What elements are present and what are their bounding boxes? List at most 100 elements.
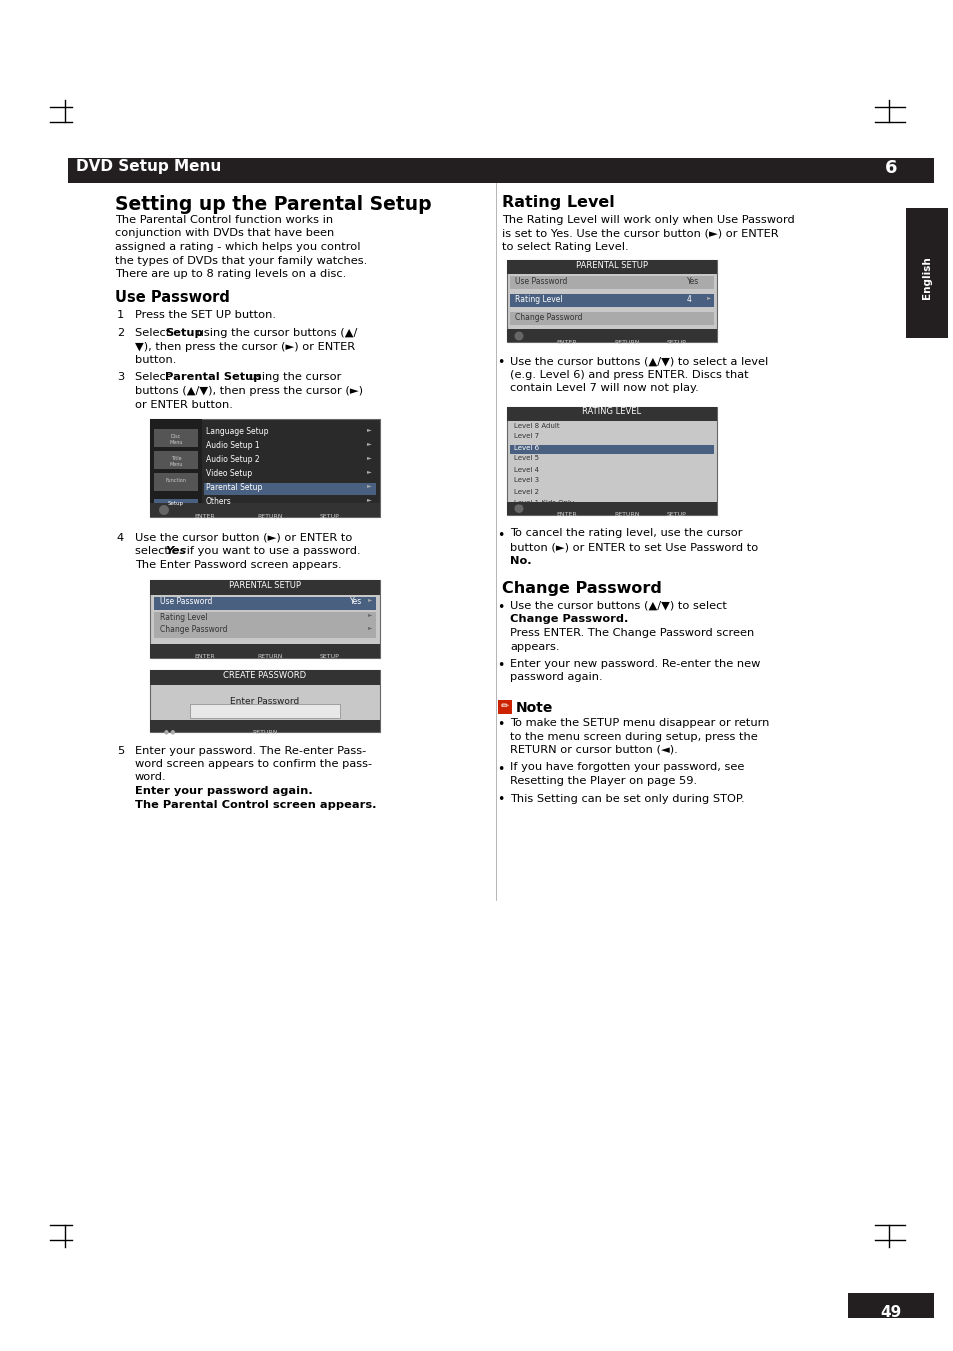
Bar [510, 444, 713, 454]
Text: Change Password: Change Password [501, 581, 661, 596]
Bar [497, 700, 512, 713]
Text: •: • [497, 762, 504, 775]
Bar [510, 295, 713, 307]
Text: button (►) or ENTER to set Use Password to: button (►) or ENTER to set Use Password … [510, 542, 758, 553]
Text: (e.g. Level 6) and press ENTER. Discs that: (e.g. Level 6) and press ENTER. Discs th… [510, 370, 748, 380]
Bar [510, 477, 713, 486]
Bar [153, 499, 198, 513]
Text: Level 6: Level 6 [514, 444, 538, 450]
Text: Resetting the Player on page 59.: Resetting the Player on page 59. [510, 775, 697, 786]
Text: CREATE PASSWORD: CREATE PASSWORD [223, 670, 306, 680]
Text: Title
Menu: Title Menu [169, 457, 183, 467]
Text: the types of DVDs that your family watches.: the types of DVDs that your family watch… [115, 255, 367, 266]
Text: Setting up the Parental Setup: Setting up the Parental Setup [115, 195, 431, 213]
Text: Use Password: Use Password [160, 597, 213, 607]
Text: RATING LEVEL: RATING LEVEL [582, 408, 640, 416]
Text: Use Password: Use Password [515, 277, 567, 286]
Text: Others: Others [206, 497, 232, 507]
Text: ►: ► [367, 427, 372, 432]
Text: to the menu screen during setup, press the: to the menu screen during setup, press t… [510, 731, 757, 742]
Text: Parental Setup: Parental Setup [165, 373, 261, 382]
Circle shape [514, 504, 523, 513]
Text: To cancel the rating level, use the cursor: To cancel the rating level, use the curs… [510, 528, 741, 539]
Text: Yes: Yes [350, 597, 362, 607]
Text: PARENTAL SETUP: PARENTAL SETUP [576, 261, 647, 270]
Bar [506, 259, 717, 274]
Text: 4: 4 [117, 534, 124, 543]
Bar [153, 597, 375, 609]
Text: Rating Level: Rating Level [501, 195, 614, 209]
Text: Function: Function [166, 478, 186, 484]
Text: The Enter Password screen appears.: The Enter Password screen appears. [135, 561, 341, 570]
Text: •: • [497, 659, 504, 671]
Text: ►: ► [367, 440, 372, 446]
Circle shape [172, 507, 180, 515]
Text: ►: ► [368, 597, 372, 603]
Text: Audio Setup 2: Audio Setup 2 [206, 455, 259, 463]
Text: ►: ► [367, 497, 372, 503]
Text: 3: 3 [117, 373, 124, 382]
Text: 4: 4 [686, 295, 691, 304]
Text: ►: ► [367, 469, 372, 474]
Bar [510, 500, 713, 508]
Bar [506, 501, 717, 515]
Text: Select: Select [135, 328, 173, 338]
Text: button.: button. [135, 355, 176, 365]
Text: Use the cursor buttons (▲/▼) to select: Use the cursor buttons (▲/▼) to select [510, 601, 726, 611]
Text: RETURN: RETURN [252, 730, 277, 735]
Text: Level 7: Level 7 [514, 434, 538, 439]
Bar [68, 158, 847, 182]
Bar [510, 434, 713, 443]
Text: Disc
Menu: Disc Menu [169, 434, 183, 444]
Text: RETURN: RETURN [614, 512, 639, 517]
Text: Rating Level: Rating Level [515, 295, 562, 304]
Text: Enter your password. The Re-enter Pass-: Enter your password. The Re-enter Pass- [135, 746, 366, 755]
Text: To make the SETUP menu disappear or return: To make the SETUP menu disappear or retu… [510, 717, 768, 728]
Bar [150, 670, 379, 685]
Text: select: select [135, 547, 172, 557]
Text: Press ENTER. The Change Password screen: Press ENTER. The Change Password screen [510, 628, 754, 638]
Text: Setup: Setup [165, 328, 203, 338]
Bar [150, 419, 379, 517]
Text: 1: 1 [117, 311, 124, 320]
Text: Yes: Yes [165, 547, 186, 557]
Text: •: • [497, 357, 504, 369]
Text: contain Level 7 will now not play.: contain Level 7 will now not play. [510, 382, 698, 393]
Bar [510, 466, 713, 476]
Circle shape [159, 505, 169, 515]
Bar [150, 643, 379, 658]
Bar [150, 580, 379, 658]
Text: Level 3: Level 3 [514, 477, 538, 484]
Text: ✏: ✏ [500, 701, 509, 711]
Text: to select Rating Level.: to select Rating Level. [501, 242, 628, 253]
Text: •: • [497, 528, 504, 542]
Bar [847, 1293, 933, 1319]
Text: Language Setup: Language Setup [206, 427, 268, 436]
Text: is set to Yes. Use the cursor button (►) or ENTER: is set to Yes. Use the cursor button (►)… [501, 228, 778, 239]
Text: Parental Setup: Parental Setup [206, 484, 262, 492]
Text: Change Password: Change Password [160, 626, 227, 635]
Text: SETUP: SETUP [320, 513, 339, 519]
Bar [150, 720, 379, 731]
Text: No.: No. [510, 555, 531, 566]
Text: ►: ► [368, 612, 372, 617]
Text: PARENTAL SETUP: PARENTAL SETUP [229, 581, 301, 589]
Text: 2: 2 [117, 328, 124, 338]
Text: Select: Select [135, 373, 173, 382]
Text: ►: ► [367, 484, 372, 488]
Bar [506, 330, 717, 342]
Text: There are up to 8 rating levels on a disc.: There are up to 8 rating levels on a dis… [115, 269, 346, 280]
Text: conjunction with DVDs that have been: conjunction with DVDs that have been [115, 228, 334, 239]
Text: Setup: Setup [168, 501, 184, 507]
Bar [153, 473, 198, 490]
Text: Video Setup: Video Setup [206, 469, 252, 478]
Text: password again.: password again. [510, 673, 602, 682]
Text: Level 2: Level 2 [514, 489, 538, 494]
Bar [510, 312, 713, 326]
Text: RETURN: RETURN [614, 340, 639, 345]
Text: 6: 6 [883, 159, 897, 177]
Text: Enter your new password. Re-enter the new: Enter your new password. Re-enter the ne… [510, 659, 760, 669]
Bar [510, 423, 713, 431]
Text: Audio Setup 1: Audio Setup 1 [206, 440, 259, 450]
Text: RETURN: RETURN [257, 513, 282, 519]
